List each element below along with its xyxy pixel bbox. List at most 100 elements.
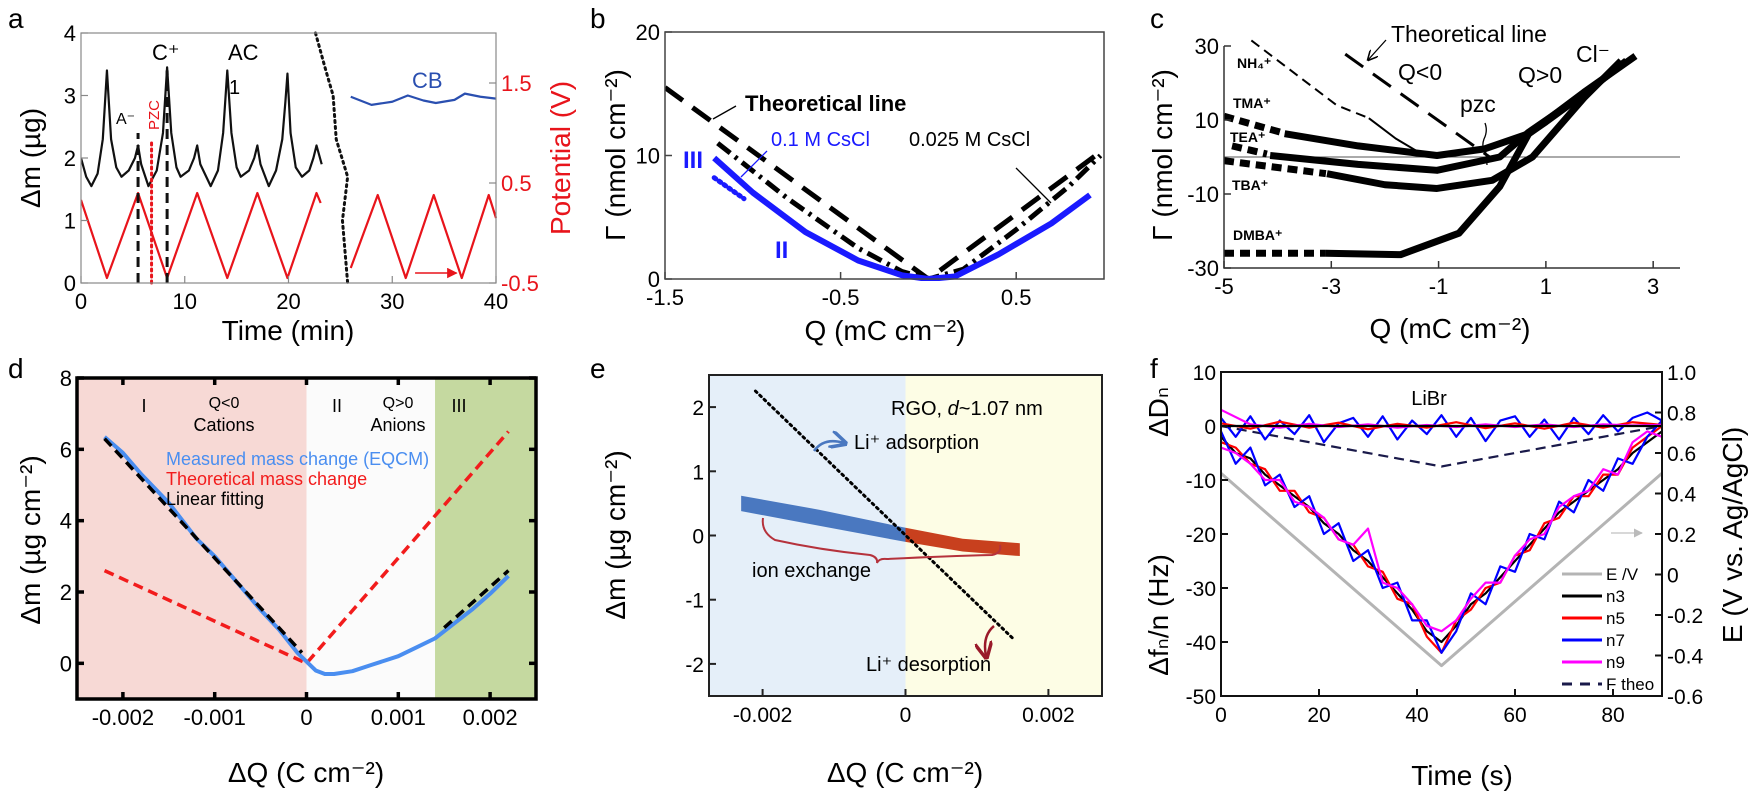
e-desorption-label: Li⁺ desorption <box>866 654 991 676</box>
y-tick-label: 4 <box>64 21 76 46</box>
a-y2-axis-label: Potential (V) <box>545 81 576 235</box>
a-cation-label: C⁺ <box>152 40 180 65</box>
e-x-axis-label: ΔQ (C cm⁻²) <box>827 757 983 788</box>
panel-letter-e: e <box>590 353 606 384</box>
panel-letter-b: b <box>590 3 606 34</box>
x-tick-label: 0 <box>900 704 912 727</box>
c-x-axis-label: Q (mC cm⁻²) <box>1370 313 1531 344</box>
x-tick-label: 30 <box>380 289 404 314</box>
plot-frame <box>1220 371 1663 697</box>
series-group <box>741 389 1020 640</box>
b-blue-conc-label: 0.1 M CsCl <box>771 129 870 151</box>
legend-label: n9 <box>1606 653 1625 672</box>
f-legend: E /V n3 n5 n7 n9 F theo <box>1562 565 1654 694</box>
d-q-pos-label: Q>0 <box>383 395 414 412</box>
x-tick-label: 10 <box>173 289 197 314</box>
c-tma-label: TMA⁺ <box>1233 95 1271 111</box>
c-theoretical-label: Theoretical line <box>1391 21 1547 47</box>
b-x-axis-label: Q (mC cm⁻²) <box>805 315 966 346</box>
data-series-line-3 <box>349 193 498 280</box>
series-group <box>1224 39 1638 259</box>
y-tick-label: -50 <box>1186 686 1216 709</box>
e-material-italic: d <box>948 398 960 420</box>
e-ion-exchange-brace <box>761 517 1002 564</box>
y2-tick-label: 0.2 <box>1667 524 1696 547</box>
x-tick-label: 0 <box>300 705 312 730</box>
legend-label: n3 <box>1606 587 1625 606</box>
y-tick-label: -20 <box>1186 524 1216 547</box>
data-series-line-0 <box>1344 52 1491 159</box>
e-material-suffix: ~1.07 nm <box>959 398 1043 420</box>
panel-letter-d: d <box>8 353 24 384</box>
y2-tick-label: -0.5 <box>501 271 539 296</box>
c-dmba-label: DMBA⁺ <box>1233 227 1282 243</box>
d-legend-measured: Measured mass change (EQCM) <box>166 449 429 469</box>
x-tick-label: -0.002 <box>733 704 793 727</box>
a-x-axis-label: Time (min) <box>222 315 355 346</box>
panel-letter-c: c <box>1150 3 1164 34</box>
y2-tick-label: 0.4 <box>1667 484 1697 507</box>
y2-tick-label: 0.8 <box>1667 403 1696 426</box>
legend-label: E /V <box>1606 565 1639 584</box>
d-legend-theoretical: Theoretical mass change <box>166 469 367 489</box>
y-tick-label: -10 <box>1187 182 1219 207</box>
c-tba-label: TBA⁺ <box>1232 177 1268 193</box>
y-tick-label: -2 <box>685 654 704 677</box>
data-series-linear-fitting <box>103 437 304 654</box>
d-cations-label: Cations <box>193 415 254 435</box>
data-series-n7 <box>1221 419 1663 654</box>
y2-tick-label: 1.5 <box>501 71 532 96</box>
data-series-linear-fitting <box>443 569 510 629</box>
data-series-e-v <box>1221 472 1663 668</box>
x-tick-label: 1 <box>1540 274 1552 299</box>
panel-d: -0.002 -0.001 0 0.001 0.002 0 2 4 6 8 <box>60 366 538 730</box>
y2-tick-label: -0.2 <box>1667 605 1703 628</box>
f-electrolyte-label: LiBr <box>1411 388 1447 410</box>
x-tick-label: 3 <box>1647 274 1659 299</box>
y-tick-label: 10 <box>1193 362 1216 385</box>
legend-label: n5 <box>1606 609 1625 628</box>
b-region-iii-label: III <box>683 147 703 174</box>
y-tick-label: 0 <box>1204 416 1216 439</box>
y2-tick-label: 0 <box>1667 565 1679 588</box>
data-series-nh- <box>1250 39 1370 120</box>
series-group <box>1221 408 1663 668</box>
data-series-cb <box>350 92 497 106</box>
c-q-neg-label: Q<0 <box>1398 59 1442 85</box>
panel-e: -0.002 0 0.002 -2 -1 0 1 2 <box>685 374 1103 727</box>
d-legend-linear: Linear fitting <box>166 489 264 509</box>
y-tick-label: 6 <box>60 437 72 462</box>
data-series-n3 <box>1221 430 1663 644</box>
d-y-axis-label: Δm (µg cm⁻²) <box>15 455 46 624</box>
x-tick-label: 0.001 <box>371 705 426 730</box>
c-chloride-label: Cl⁻ <box>1576 41 1610 67</box>
a-ac-mark: 1 <box>229 77 240 99</box>
x-tick-label: 0.002 <box>463 705 518 730</box>
x-tick-label: 40 <box>484 289 508 314</box>
y-tick-label: 20 <box>636 20 660 45</box>
data-series-line-2 <box>753 389 1015 640</box>
x-tick-label: 0.5 <box>1001 285 1032 310</box>
f-y-axis-label: Δfₙ/n (Hz) <box>1143 554 1174 676</box>
data-band <box>741 495 906 542</box>
x-tick-label: -0.001 <box>184 705 246 730</box>
y2-tick-label: 0.6 <box>1667 443 1696 466</box>
data-band <box>905 527 1020 557</box>
plot-frame <box>664 31 1105 280</box>
x-tick-label: 40 <box>1405 704 1428 727</box>
data-series-n9 <box>1221 430 1663 633</box>
data-series-ac <box>81 66 323 188</box>
x-tick-label: 20 <box>276 289 300 314</box>
d-region-iii-label: III <box>451 396 466 416</box>
x-tick-label: -1.5 <box>646 285 684 310</box>
data-series-tba- <box>1326 58 1624 192</box>
panel-letter-a: a <box>8 3 24 34</box>
x-tick-label: -0.002 <box>92 705 154 730</box>
region-background <box>77 378 307 699</box>
c-pzc-label: pzc <box>1460 91 1496 117</box>
x-tick-label: 60 <box>1503 704 1526 727</box>
y-tick-label: -30 <box>1186 578 1216 601</box>
d-region-ii-label: II <box>332 396 342 416</box>
